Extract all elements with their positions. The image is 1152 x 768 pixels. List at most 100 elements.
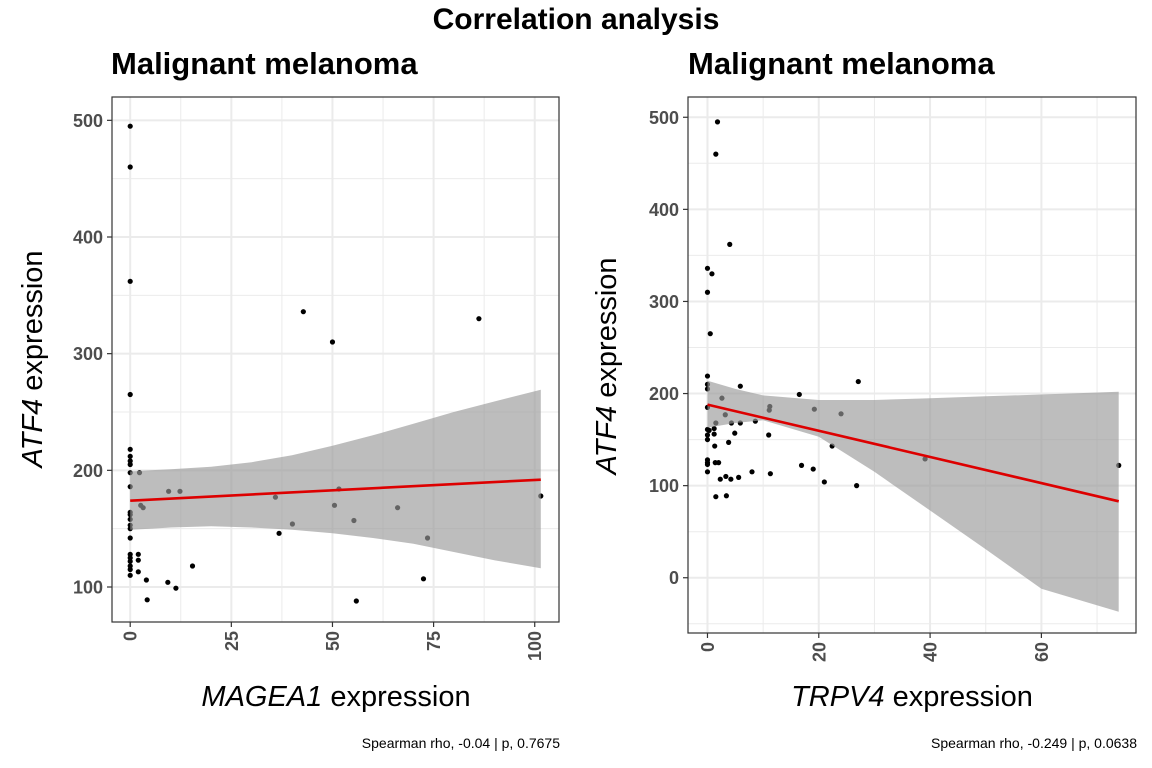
- left-data-point: [144, 597, 150, 603]
- right-data-point: [798, 462, 805, 468]
- right-data-point: [713, 151, 719, 157]
- right-y-tick-label: 0: [669, 568, 679, 588]
- left-data-point: [173, 585, 179, 591]
- left-data-point: [276, 530, 282, 536]
- right-data-point: [712, 443, 718, 449]
- right-data-point: [711, 425, 717, 432]
- left-data-point: [127, 566, 133, 573]
- left-data-point: [127, 123, 133, 129]
- left-y-tick-label: 300: [73, 344, 103, 364]
- left-scatter-panel: Malignant melanoma 100 200 300 400 500 0 25 50 7…: [17, 46, 560, 751]
- right-x-tick-label: 0: [698, 642, 718, 652]
- right-data-point: [723, 493, 730, 499]
- right-data-point: [707, 331, 713, 337]
- left-x-tick-label: 25: [222, 631, 242, 651]
- left-x-tick-label: 100: [525, 631, 545, 661]
- right-y-axis-suffix: expression: [591, 257, 623, 405]
- left-regression-line: [130, 478, 541, 502]
- left-data-point: [127, 278, 133, 284]
- left-x-tick-label: 75: [424, 631, 444, 651]
- right-data-point: [727, 241, 733, 247]
- right-scatter-panel: Malignant melanoma 0 100 200 300 400 500 0 20 40…: [591, 46, 1137, 751]
- right-data-point: [855, 378, 861, 385]
- right-data-point: [711, 431, 717, 437]
- left-data-point: [127, 446, 133, 452]
- right-data-point: [714, 119, 721, 125]
- left-x-axis-label: MAGEA1 expression: [201, 681, 470, 713]
- right-y-tick-label: 500: [649, 108, 679, 128]
- left-data-point: [127, 558, 133, 564]
- right-data-point: [821, 479, 827, 485]
- left-data-point: [127, 535, 133, 541]
- left-y-tick-label: 100: [73, 578, 103, 598]
- right-spearman-caption: Spearman rho, -0.249 | p, 0.0638: [931, 735, 1137, 751]
- left-x-axis-suffix: expression: [322, 681, 470, 713]
- right-y-tick-label: 400: [649, 200, 679, 220]
- right-data-point: [736, 474, 742, 480]
- right-y-tick-label: 300: [649, 292, 679, 312]
- left-y-tick-label: 500: [73, 111, 103, 131]
- right-data-point: [713, 494, 719, 500]
- right-y-tick-label: 200: [649, 384, 679, 404]
- right-data-point: [726, 439, 732, 445]
- left-data-point: [143, 577, 149, 583]
- right-y-axis-gene: ATF4: [591, 406, 623, 477]
- right-x-tick-label: 60: [1032, 642, 1052, 662]
- right-plot-border: [687, 96, 1137, 634]
- right-data-point: [767, 471, 773, 477]
- left-data-point: [476, 316, 482, 322]
- right-y-axis-label: ATF4 expression: [591, 257, 623, 476]
- right-x-axis-suffix: expression: [885, 681, 1033, 713]
- right-data-point: [766, 432, 772, 438]
- left-data-point: [127, 453, 133, 459]
- right-data-point: [723, 473, 729, 480]
- right-data-point: [706, 427, 712, 433]
- left-data-point: [353, 598, 359, 604]
- left-data-point: [127, 461, 133, 468]
- left-plot-area: 100 200 300 400 500 0 25 50 75 100: [73, 96, 560, 661]
- right-data-point: [704, 289, 711, 295]
- left-x-tick-label: 50: [323, 631, 343, 651]
- right-data-point: [704, 436, 711, 443]
- right-data-point: [704, 469, 711, 475]
- right-data-point: [717, 476, 723, 482]
- right-data-point: [854, 483, 860, 489]
- left-data-point: [420, 576, 427, 582]
- right-data-point: [732, 430, 738, 436]
- left-data-point: [165, 579, 171, 585]
- left-x-axis-gene: MAGEA1: [201, 681, 322, 713]
- right-data-point: [704, 461, 711, 468]
- right-x-axis-label: TRPV4 expression: [791, 681, 1033, 713]
- left-y-tick-label: 400: [73, 228, 103, 248]
- right-data-point: [704, 432, 711, 438]
- right-data-point: [709, 271, 715, 277]
- left-spearman-caption: Spearman rho, -0.04 | p, 0.7675: [362, 735, 560, 751]
- right-x-tick-label: 40: [921, 642, 941, 662]
- left-data-point: [135, 569, 141, 575]
- left-data-point: [127, 572, 133, 578]
- right-regression-line: [707, 403, 1120, 503]
- left-plot-border: [111, 96, 560, 623]
- left-data-point: [300, 309, 306, 315]
- right-data-point: [810, 466, 816, 472]
- right-panel-title: Malignant melanoma: [688, 46, 995, 81]
- left-data-point: [189, 563, 196, 569]
- right-data-point: [749, 469, 755, 475]
- right-y-tick-label: 100: [649, 476, 679, 496]
- left-panel-title: Malignant melanoma: [111, 46, 418, 81]
- left-data-point: [127, 164, 133, 170]
- right-plot-area: 0 100 200 300 400 500 0 20 40 60: [649, 96, 1137, 662]
- left-x-tick-label: 0: [121, 631, 141, 641]
- right-data-point: [704, 373, 711, 379]
- right-confidence-ribbon: [707, 380, 1119, 612]
- right-data-point: [716, 460, 722, 466]
- right-data-point: [704, 265, 711, 271]
- left-y-axis-label: ATF4 expression: [17, 250, 49, 469]
- right-data-point: [796, 391, 802, 398]
- left-data-point: [135, 551, 141, 557]
- left-confidence-ribbon: [130, 389, 541, 569]
- left-y-tick-label: 200: [73, 461, 103, 481]
- figure-title: Correlation analysis: [433, 3, 720, 36]
- left-y-axis-suffix: expression: [17, 250, 49, 398]
